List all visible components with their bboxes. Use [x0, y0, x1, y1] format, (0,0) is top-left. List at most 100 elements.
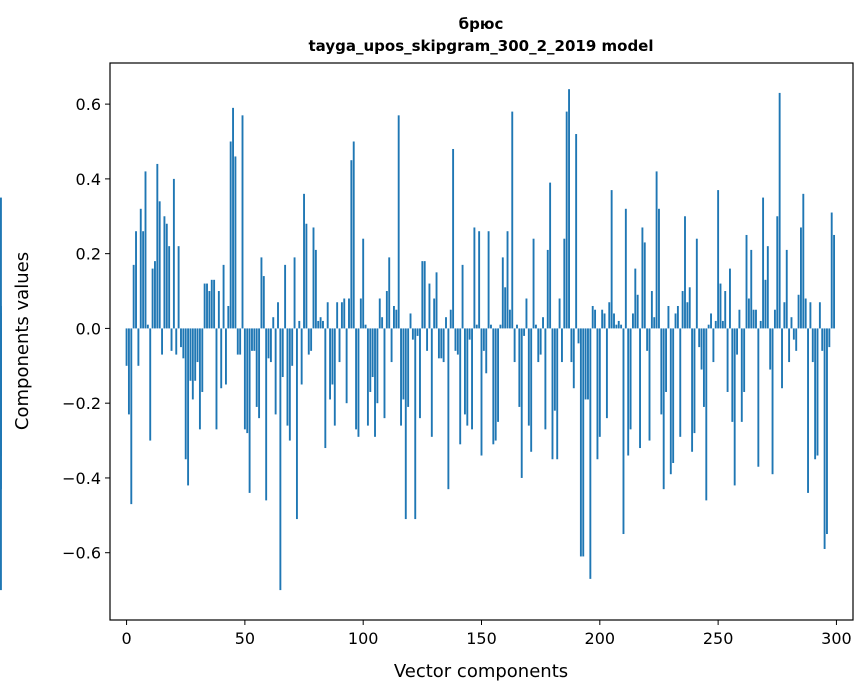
bar — [475, 324, 478, 329]
bar — [201, 328, 204, 392]
bar — [631, 313, 634, 329]
bar — [546, 249, 549, 329]
bar — [527, 328, 530, 426]
bar — [665, 328, 668, 392]
bar — [293, 257, 296, 329]
bar — [338, 328, 341, 363]
bar — [695, 238, 698, 329]
bar — [239, 328, 242, 355]
bar — [388, 257, 391, 329]
bar — [0, 197, 2, 329]
bar — [187, 328, 190, 486]
bar — [634, 268, 637, 329]
bar — [790, 317, 793, 329]
bar — [154, 261, 156, 329]
bar — [814, 328, 817, 460]
bar — [724, 291, 727, 329]
bar — [608, 302, 611, 329]
bar — [255, 328, 258, 407]
bar — [658, 208, 660, 329]
bar — [627, 328, 630, 456]
bar — [513, 328, 516, 363]
bar — [800, 227, 802, 329]
bar — [454, 328, 457, 351]
bar — [745, 234, 748, 329]
bar — [191, 328, 194, 400]
bar — [452, 148, 455, 329]
bar — [260, 257, 263, 329]
bar — [821, 328, 824, 351]
bar — [795, 328, 798, 351]
bar — [463, 328, 466, 415]
bar — [679, 328, 682, 437]
bar — [272, 317, 275, 329]
bar — [269, 328, 272, 363]
bar — [504, 287, 507, 329]
bar — [274, 328, 277, 415]
bar — [553, 328, 556, 411]
bar — [643, 242, 646, 329]
bar — [669, 328, 672, 475]
bar — [807, 328, 809, 493]
bar — [312, 227, 315, 329]
bar — [771, 328, 774, 475]
bar — [743, 328, 746, 392]
bar — [478, 231, 481, 329]
bar — [596, 328, 599, 460]
bar — [369, 328, 372, 392]
bar — [262, 276, 265, 329]
bar — [650, 291, 653, 329]
bar — [733, 328, 736, 486]
bar — [622, 328, 625, 535]
bar — [461, 264, 464, 329]
bar — [792, 328, 795, 340]
bar — [343, 298, 346, 329]
bar — [568, 89, 570, 329]
bar — [823, 328, 826, 549]
bar — [523, 328, 526, 336]
bar — [539, 328, 542, 355]
bar — [740, 328, 743, 422]
bar — [324, 328, 327, 449]
bar — [340, 302, 343, 329]
bar — [773, 309, 776, 329]
bar — [802, 193, 805, 329]
bar — [137, 328, 140, 366]
bar — [158, 201, 161, 329]
bar — [421, 261, 424, 329]
bar — [419, 328, 421, 419]
bar — [736, 328, 738, 355]
bar — [220, 328, 223, 389]
bar — [558, 298, 561, 329]
bar — [688, 287, 691, 329]
bar — [362, 238, 365, 329]
bar — [537, 328, 540, 363]
bar — [511, 111, 514, 329]
bar — [348, 298, 350, 329]
bar — [816, 328, 819, 456]
bar — [371, 328, 374, 378]
x-tick-label: 0 — [121, 629, 131, 648]
bar — [639, 328, 641, 449]
bar — [314, 249, 317, 329]
bar — [482, 328, 485, 351]
bar — [471, 328, 473, 430]
bar — [601, 309, 604, 329]
bar — [364, 324, 367, 329]
bar — [660, 328, 663, 415]
bar — [826, 328, 828, 535]
bar — [146, 324, 149, 329]
bar — [333, 328, 336, 426]
bar — [390, 328, 393, 363]
bar — [584, 328, 587, 400]
bar — [459, 328, 462, 445]
y-tick-label: 0.2 — [76, 245, 101, 264]
bar — [355, 328, 358, 430]
bar — [629, 328, 632, 430]
y-tick-label: −0.6 — [62, 544, 101, 563]
bar — [544, 328, 547, 430]
bar — [516, 324, 518, 329]
bar — [161, 328, 163, 355]
